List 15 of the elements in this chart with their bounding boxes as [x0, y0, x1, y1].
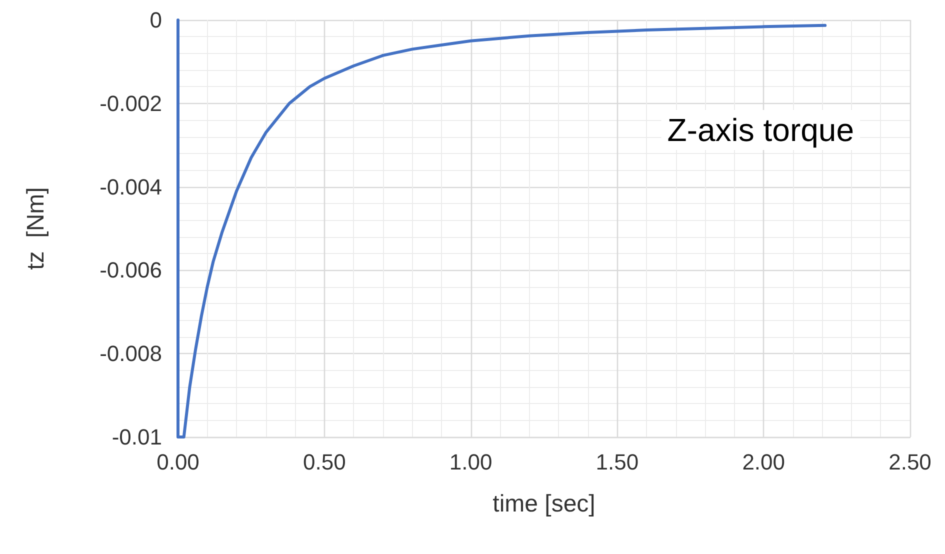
annotation: Z-axis torque [667, 112, 854, 148]
y-tick-label: 0 [150, 8, 162, 32]
x-tick-label: 1.00 [449, 450, 492, 474]
x-tick-label: 2.00 [742, 450, 786, 474]
x-axis-title: time [sec] [492, 490, 596, 518]
y-tick-label: -0.008 [100, 341, 162, 366]
y-tick-label: -0.006 [100, 258, 162, 283]
y-axis-title: tz [Nm] [22, 187, 50, 270]
x-tick-label: 1.50 [596, 450, 639, 474]
x-tick-label: 0.50 [302, 450, 346, 474]
y-tick-label: -0.004 [100, 174, 162, 200]
x-tick-label: 2.50 [888, 450, 932, 474]
y-tick-label: -0.002 [100, 90, 162, 116]
y-tick-label: -0.01 [112, 424, 162, 450]
x-tick-label: 0.00 [156, 450, 200, 474]
